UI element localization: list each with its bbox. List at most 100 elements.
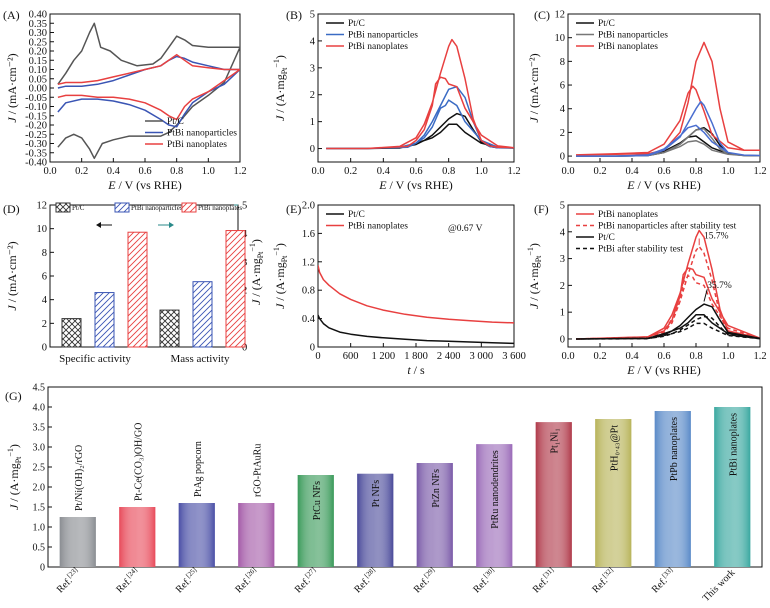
axis-sup: −1 xyxy=(248,243,257,252)
arrow-right-head xyxy=(169,222,174,228)
axis-unit: / (mA·cm⁻²) xyxy=(527,53,541,117)
panel-label: (C) xyxy=(534,8,550,22)
x-axis-label: E / V (vs RHE) xyxy=(107,178,182,192)
y-tick-label: 2.0 xyxy=(33,483,46,494)
y-tick-label: 4 xyxy=(560,104,566,115)
x-tick-label: 0.0 xyxy=(561,166,574,177)
y-tick-label: 1.0 xyxy=(33,523,46,534)
axis-sup: −1 xyxy=(272,59,281,68)
bar-label: Pt NFs xyxy=(371,480,382,508)
y-tick-label: 10 xyxy=(37,224,48,235)
category-label: Ref.[28] xyxy=(351,566,380,595)
legend-label: PtBi nanoparticles xyxy=(348,31,418,41)
y-tick-label: 3 xyxy=(310,63,315,74)
panel-6: (G) 0 0.5 1.0 1.5 2.0 2.5 3.0 3.5 4.0 4.5 J / (A·mg… xyxy=(5,383,763,604)
bar-shine xyxy=(59,517,96,567)
bar xyxy=(225,230,246,348)
y-tick-label: 4.0 xyxy=(33,403,46,414)
axis-symbol: J xyxy=(5,117,19,123)
y-tick-label: 0.40 xyxy=(29,10,47,21)
y-tick-label: 0 xyxy=(560,152,565,163)
category-label: Ref.[24] xyxy=(113,566,142,595)
bar-label: PtH₀.₄₃@Pt xyxy=(609,425,620,471)
bar-shine xyxy=(714,407,751,567)
legend-label: PtBi nanoplates xyxy=(598,210,658,220)
series-line-1 xyxy=(57,55,240,128)
x-tick-label: 0.6 xyxy=(657,351,670,362)
x-tick-label: 0.6 xyxy=(657,166,670,177)
y-tick-label: 0.25 xyxy=(29,37,47,48)
x-tick-label: 0.0 xyxy=(561,351,574,362)
series-line-1 xyxy=(576,128,760,157)
series-line-2 xyxy=(57,53,240,121)
x-tick-label: 0.2 xyxy=(593,166,606,177)
y-tick-label: 1.2 xyxy=(302,257,315,268)
y-tick-label: 2 xyxy=(560,128,565,139)
series-group xyxy=(575,41,760,157)
y-tick-label: 3.5 xyxy=(33,423,46,434)
panel-label: (A) xyxy=(3,8,20,22)
series-line-0 xyxy=(575,229,760,340)
series-line-2 xyxy=(575,303,760,340)
drop-marker xyxy=(703,289,708,302)
y-tick-label: 5 xyxy=(310,10,315,21)
axis-symbol: E xyxy=(626,363,635,377)
y-tick-label: 5 xyxy=(560,201,565,212)
x-tick-label: 3 000 xyxy=(470,351,494,362)
axis-symbol: t xyxy=(407,363,411,377)
bar-shine xyxy=(357,473,394,567)
axis-sub: Pt xyxy=(256,251,265,258)
y-tick-label: 2 xyxy=(310,90,315,101)
y2-tick-label: 5 xyxy=(242,201,247,212)
y-tick-label: -0.15 xyxy=(25,111,47,122)
category-label: Ref.[32] xyxy=(589,566,618,595)
y-tick-label: -0.25 xyxy=(25,130,47,141)
series-line-1 xyxy=(326,85,514,150)
x-axis-label: t / s xyxy=(407,363,425,377)
bar-shine xyxy=(119,507,156,567)
bar-shine xyxy=(238,503,275,567)
axis-symbol: J xyxy=(249,299,263,305)
arrow-left-head xyxy=(96,222,101,228)
panel-5: 0.0 0.2 0.4 0.6 0.8 1.0 1.2 0 1 2 3 4 5 E / V (vs RHE… xyxy=(526,201,767,378)
legend-label: PtBi nanoparticles xyxy=(598,31,668,41)
axis-close: ) xyxy=(7,444,21,448)
axis-unit: / V (vs RHE) xyxy=(387,178,453,192)
y-tick-label: 0.8 xyxy=(302,286,315,297)
category-label: Ref.[33] xyxy=(648,566,677,595)
y-axis-label: J / (A·mgPt−1) xyxy=(6,444,23,510)
axis-sub: Pt xyxy=(534,255,543,262)
x-axis-label: E / V (vs RHE) xyxy=(378,178,453,192)
bar-shine xyxy=(416,463,453,567)
x-tick-label: 0.2 xyxy=(344,166,357,177)
bar-label: PtBi nanoplates xyxy=(728,413,739,476)
x-tick-label: 1 200 xyxy=(372,351,396,362)
series-line-0 xyxy=(576,126,760,157)
y-tick-label: 2 xyxy=(560,281,565,292)
bar-shine xyxy=(297,475,334,567)
axis-symbol: E xyxy=(378,178,387,192)
x-tick-label: 0.8 xyxy=(170,166,183,177)
y-tick-label: 4 xyxy=(560,227,566,238)
panel-label: (D) xyxy=(3,202,20,216)
y-tick-label: 1.6 xyxy=(302,229,315,240)
x-tick-label: 0.8 xyxy=(689,351,702,362)
percent-annotation: 15.7% xyxy=(704,231,729,241)
y2-axis-label: J / (A·mgPt−1) xyxy=(248,239,265,305)
legend-swatch xyxy=(114,202,130,213)
y-tick-label: 0.00 xyxy=(29,84,47,95)
x-tick-label: 3 600 xyxy=(502,351,526,362)
y-tick-label: 2.5 xyxy=(33,463,46,474)
x-tick-label: 0.4 xyxy=(625,166,639,177)
axis-close: ) xyxy=(273,243,287,247)
legend-label: PtBi nanoplates xyxy=(348,222,408,232)
category-label: Ref.[27] xyxy=(291,566,320,595)
y-tick-label: 0 xyxy=(310,343,315,354)
legend-label: Pt/C xyxy=(598,19,615,29)
axis-symbol: J xyxy=(527,117,541,123)
x-tick-label: 1.0 xyxy=(721,351,734,362)
category-label: Ref.[29] xyxy=(410,566,439,595)
y-tick-label: 0 xyxy=(310,144,315,155)
y-tick-label: 4 xyxy=(310,36,316,47)
